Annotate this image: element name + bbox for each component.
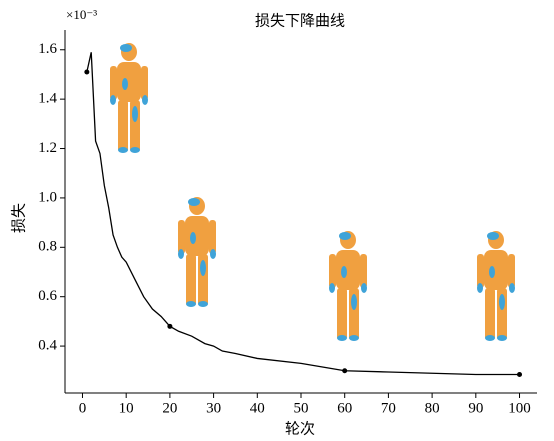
loss-line [87, 52, 520, 374]
x-tick-label: 50 [294, 400, 309, 416]
y-tick-label: 0.8 [38, 239, 57, 255]
highlight-point [84, 69, 89, 74]
x-tick-label: 90 [468, 400, 483, 416]
chart: 损失下降曲线 轮次 损失 ×10⁻³ 0.4 0.6 0.8 1.0 1.2 1.4 1.6… [0, 0, 554, 441]
x-tick-label: 60 [337, 400, 352, 416]
y-tick-label: 0.4 [38, 338, 57, 354]
highlight-point [517, 372, 522, 377]
y-tick-label: 1.2 [38, 140, 57, 156]
x-tick-label: 80 [425, 400, 440, 416]
figure [178, 197, 216, 307]
y-tick-label: 1.4 [38, 91, 57, 107]
x-tick-label: 40 [250, 400, 265, 416]
y-tick-label: 0.6 [38, 288, 57, 304]
x-tick-label: 100 [508, 400, 531, 416]
y-axis-label: 损失 [10, 203, 27, 233]
x-axis-label: 轮次 [285, 420, 315, 437]
figure [477, 231, 515, 341]
figure [329, 231, 367, 341]
chart-title: 损失下降曲线 [255, 12, 345, 29]
x-tick-label: 20 [162, 400, 177, 416]
x-tick-label: 70 [381, 400, 396, 416]
highlight-point [167, 324, 172, 329]
y-multiplier: ×10⁻³ [66, 7, 97, 22]
y-tick-label: 1.0 [38, 189, 57, 205]
x-tick-label: 10 [119, 400, 134, 416]
x-tick-label: 0 [79, 400, 87, 416]
highlight-point [342, 368, 347, 373]
x-tick-label: 30 [206, 400, 221, 416]
figure [110, 43, 148, 153]
y-tick-label: 1.6 [38, 41, 57, 57]
